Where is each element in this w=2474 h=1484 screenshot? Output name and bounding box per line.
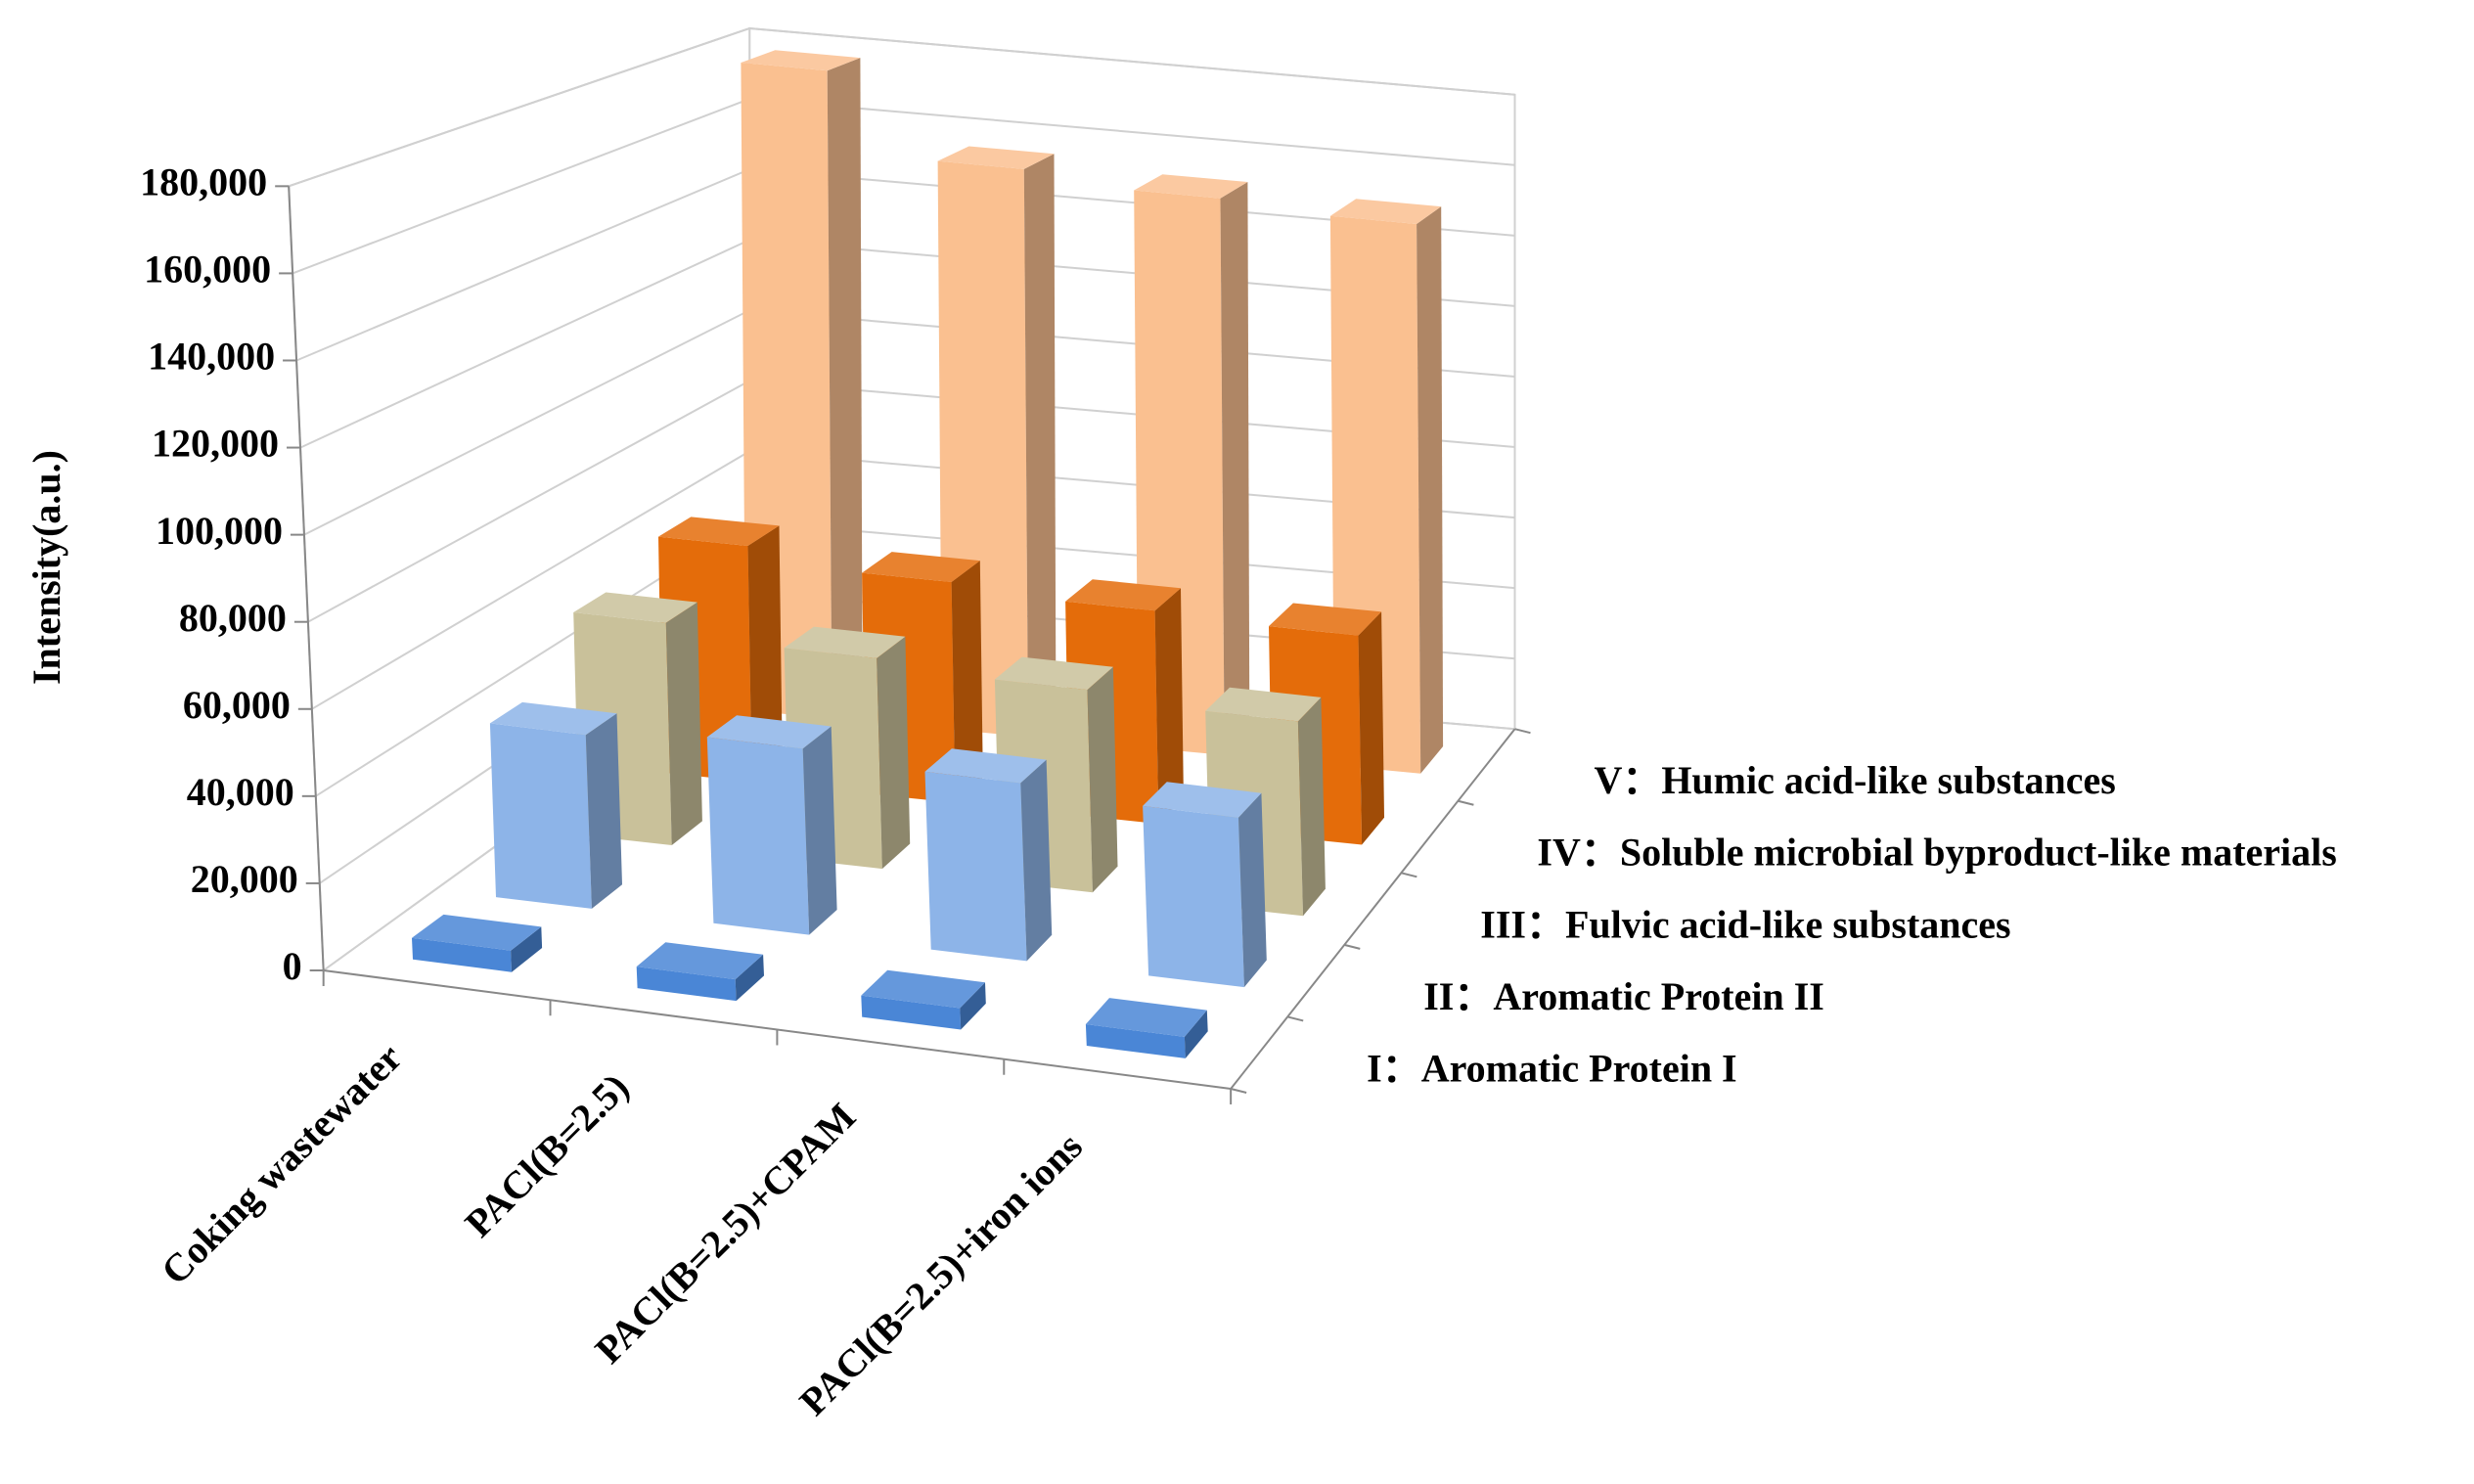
bar-side (735, 954, 764, 1002)
bar-side (1417, 206, 1444, 774)
bar-top (1065, 579, 1181, 611)
bar-top (1143, 782, 1262, 818)
bar-side (1020, 759, 1053, 962)
bar-front (1085, 1024, 1186, 1058)
x-tick-label: PACl(B=2.5)+iron ions (790, 1124, 1091, 1424)
bar-top (784, 626, 906, 658)
series-label: IV：Soluble microbial byproduct-like mate… (1537, 831, 2336, 875)
bar-side (960, 982, 986, 1030)
bar-side (1297, 697, 1326, 917)
z-tick-mark (1401, 872, 1417, 878)
z-tick-mark (1286, 1015, 1304, 1022)
bar-top (573, 592, 697, 623)
bar-side (1087, 666, 1118, 893)
bar-front (489, 723, 592, 909)
series-label: I：Aromatic Protein I (1367, 1046, 1736, 1090)
bar-front (1143, 805, 1244, 988)
bar-top (741, 50, 861, 71)
x-tick-label: PACl(B=2.5)+CPAM (586, 1095, 864, 1372)
bar-side (665, 602, 702, 845)
bar-side (1184, 1010, 1208, 1058)
bar-top (489, 701, 617, 736)
y-axis-title: Intensity(a.u.) (24, 450, 68, 685)
bar-top (658, 517, 780, 546)
bar-top (937, 146, 1055, 169)
bar-side (585, 713, 622, 909)
y-tick-label: 80,000 (179, 596, 287, 640)
y-tick-label: 160,000 (144, 247, 271, 292)
bar-front (706, 737, 810, 935)
bar-side (877, 636, 911, 870)
z-tick-mark (1230, 1087, 1247, 1094)
bar-side (802, 726, 837, 935)
y-tick-label: 40,000 (187, 770, 294, 814)
bar-top (994, 656, 1113, 691)
y-tick-label: 0 (283, 944, 302, 988)
y-tick-label: 180,000 (140, 160, 267, 204)
x-tick-label: Coking wastewater (153, 1035, 411, 1293)
bar-top (706, 715, 832, 749)
bar-top (1329, 199, 1442, 224)
bar-top (1134, 174, 1248, 199)
bar-top (1085, 998, 1207, 1037)
bar-top (412, 914, 542, 951)
bar-top (861, 969, 985, 1009)
y-tick-label: 120,000 (152, 422, 279, 466)
z-tick-mark (1344, 943, 1361, 950)
bar-side (1358, 611, 1384, 845)
bar-front (924, 771, 1027, 962)
bar-front (636, 967, 737, 1002)
y-tick-label: 100,000 (156, 509, 283, 553)
bar-top (1205, 687, 1322, 722)
x-axis (323, 969, 1232, 1090)
bar-side (1154, 588, 1184, 825)
z-axis (1230, 728, 1516, 1090)
bar-side (951, 561, 983, 803)
z-tick-mark (1458, 799, 1474, 806)
bar-side (1238, 792, 1267, 988)
bar-top (924, 748, 1047, 784)
y-axis (288, 186, 325, 971)
bar-side (827, 58, 863, 719)
bar-top (862, 552, 980, 582)
z-tick-mark (1514, 728, 1531, 735)
y-tick-label: 60,000 (183, 683, 291, 727)
bar-front (412, 937, 512, 972)
grid-line (288, 26, 1515, 188)
series-label: II：Aromatic Protein II (1423, 974, 1824, 1018)
series-label: V：Humic acid-like substances (1594, 758, 2115, 802)
series-label: III：Fulvic acid-like substances (1480, 902, 2010, 946)
bar-side (511, 926, 543, 972)
y-tick-label: 140,000 (148, 335, 275, 379)
bar-side (1220, 182, 1250, 755)
y-tick-label: 20,000 (191, 857, 298, 901)
bar-top (1269, 603, 1382, 636)
bar-front (861, 995, 962, 1030)
bar-side (1023, 154, 1057, 738)
x-tick-label: PACl(B=2.5) (456, 1064, 637, 1245)
bar-top (636, 942, 764, 980)
